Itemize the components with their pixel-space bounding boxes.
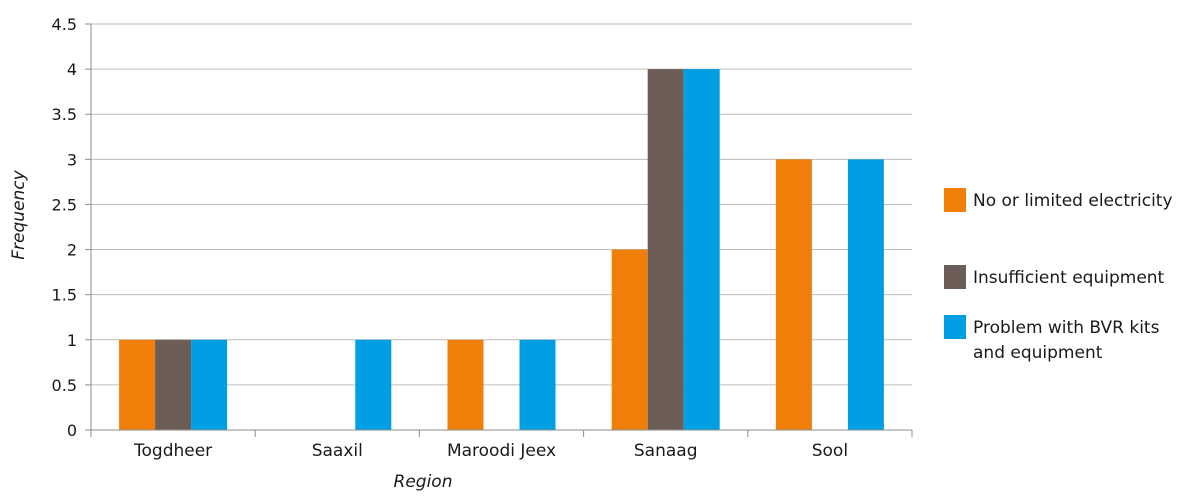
axes: 0 0.5 1 1.5 2 2.5 3 3.5 4 4.5 Togdheer Saaxil Marood…: [52, 15, 913, 461]
gridlines: [91, 23, 912, 386]
y-tick-label: 1: [67, 331, 77, 350]
bar-maroodi-jeex-series-1: [447, 339, 484, 430]
bar-togdheer-series-1: [119, 339, 156, 430]
bar-sanaag-series-3: [683, 69, 720, 430]
legend-label: Insufficient equipment: [973, 268, 1165, 288]
bar-saaxil-series-3: [355, 339, 392, 430]
bars: [119, 69, 884, 431]
x-axis-title: Region: [394, 472, 453, 492]
x-category-label: Sanaag: [634, 441, 698, 461]
y-tick-label: 3.5: [52, 105, 77, 124]
bar-maroodi-jeex-series-3: [519, 339, 556, 430]
bar-sanaag-series-2: [647, 69, 684, 430]
x-category-label: Sool: [812, 441, 848, 461]
y-axis-title: Frequency: [9, 169, 29, 259]
x-category-label: Togdheer: [133, 441, 212, 461]
bar-sool-series-3: [847, 159, 884, 431]
legend-label: No or limited electricity: [973, 191, 1173, 211]
bar-sanaag-series-1: [611, 249, 648, 430]
y-tick-label: 4.5: [52, 15, 77, 34]
legend: No or limited electricity Insufficient eq…: [944, 188, 1173, 363]
y-tick-label: 0.5: [52, 376, 77, 395]
legend-swatch: [944, 188, 966, 212]
bar-sool-series-1: [775, 159, 812, 431]
y-tick-label: 0: [67, 421, 77, 440]
y-tick-label: 2: [67, 241, 77, 260]
legend-label: and equipment: [973, 343, 1103, 363]
y-tick-label: 1.5: [52, 286, 77, 305]
y-tick-label: 3: [67, 150, 77, 169]
legend-swatch: [944, 265, 966, 289]
legend-label: Problem with BVR kits: [973, 318, 1160, 338]
x-category-label: Maroodi Jeex: [447, 441, 556, 461]
legend-swatch: [944, 315, 966, 339]
bar-togdheer-series-3: [191, 339, 228, 430]
bar-togdheer-series-2: [155, 339, 192, 430]
y-tick-label: 2.5: [52, 195, 77, 214]
x-category-label: Saaxil: [312, 441, 363, 461]
y-tick-label: 4: [67, 60, 77, 79]
